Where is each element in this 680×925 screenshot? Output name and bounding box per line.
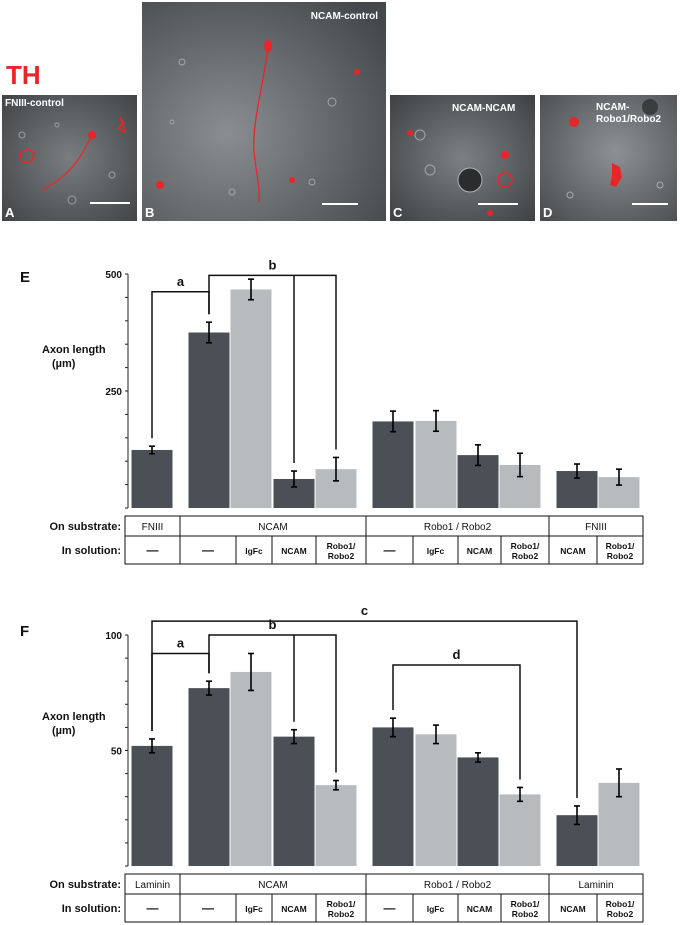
stain-label: TH: [6, 60, 41, 90]
table-row-label-substrate: On substrate:: [49, 879, 121, 891]
panel-a-letter: A: [5, 205, 15, 220]
y-axis-label-unit: (µm): [52, 358, 76, 370]
panel-d-micrograph: NCAM- Robo1/Robo2 D: [540, 95, 677, 221]
y-axis-label: Axon length: [42, 344, 106, 356]
table-solution-cell: —: [202, 543, 214, 557]
panel-c-title: NCAM-NCAM: [452, 103, 516, 114]
condition-table: [124, 873, 644, 923]
panel-a-micrograph: FNIII-control A: [2, 95, 137, 221]
table-solution-cell: Robo1/: [327, 541, 356, 551]
table-substrate-cell: Laminin: [578, 880, 613, 891]
bar: [230, 289, 272, 508]
significance-label: b: [269, 617, 277, 632]
bar: [315, 785, 357, 866]
bar: [230, 671, 272, 866]
table-substrate-cell: Robo1 / Robo2: [424, 522, 492, 533]
table-solution-cell: —: [384, 543, 396, 557]
table-substrate-cell: Laminin: [135, 880, 170, 891]
significance-bracket: [151, 620, 578, 798]
table-solution-cell: Robo2: [512, 909, 539, 919]
panel-a-title: FNIII-control: [5, 98, 64, 109]
table-solution-cell: Robo1/: [606, 899, 635, 909]
y-tick-label: 100: [105, 631, 122, 642]
significance-bracket: [208, 274, 337, 450]
bar: [372, 727, 414, 866]
table-solution-cell: IgFc: [245, 904, 263, 914]
bar: [273, 736, 315, 866]
table-substrate-cell: FNIII: [585, 522, 607, 533]
bar: [188, 688, 230, 866]
table-solution-cell: Robo2: [328, 909, 355, 919]
panel-d-letter: D: [543, 205, 553, 220]
y-tick-label: 50: [111, 747, 123, 758]
table-solution-cell: —: [202, 901, 214, 915]
bar: [131, 449, 173, 508]
significance-label: a: [177, 635, 185, 650]
y-tick-label: 250: [105, 387, 122, 398]
bar: [499, 794, 541, 866]
table-solution-cell: Robo1/: [511, 899, 540, 909]
table-substrate-cell: FNIII: [142, 522, 164, 533]
table-solution-cell: NCAM: [281, 904, 307, 914]
table-solution-cell: NCAM: [467, 904, 493, 914]
table-solution-cell: Robo2: [607, 551, 634, 561]
y-axis-label-unit: (µm): [52, 725, 76, 737]
table-solution-cell: Robo1/: [606, 541, 635, 551]
panel-f-letter: F: [20, 623, 29, 640]
table-solution-cell: Robo1/: [327, 899, 356, 909]
significance-bracket: [392, 664, 521, 780]
panel-b-title: NCAM-control: [310, 11, 378, 22]
significance-label: a: [177, 274, 185, 289]
panel-d-title-line2: Robo1/Robo2: [596, 114, 661, 125]
significance-bracket: [208, 634, 337, 773]
table-solution-cell: NCAM: [560, 546, 586, 556]
table-substrate-cell: NCAM: [258, 880, 287, 891]
significance-label: d: [453, 647, 461, 662]
table-solution-cell: NCAM: [467, 546, 493, 556]
y-tick-label: 500: [105, 270, 122, 281]
table-solution-cell: —: [384, 901, 396, 915]
table-solution-cell: —: [147, 543, 159, 557]
table-solution-cell: NCAM: [281, 546, 307, 556]
table-row-label-solution: In solution:: [62, 903, 121, 915]
table-substrate-cell: NCAM: [258, 522, 287, 533]
table-row-label-solution: In solution:: [62, 545, 121, 557]
panel-c-micrograph: NCAM-NCAM C: [390, 95, 535, 221]
panel-b-letter: B: [145, 205, 155, 220]
bar: [415, 734, 457, 866]
y-axis-label: Axon length: [42, 711, 106, 723]
table-row-label-substrate: On substrate:: [49, 521, 121, 533]
condition-table: [124, 515, 644, 565]
table-solution-cell: Robo2: [328, 551, 355, 561]
panel-e-letter: E: [20, 269, 30, 286]
table-solution-cell: —: [147, 901, 159, 915]
panel-b-micrograph: NCAM-control B: [142, 2, 386, 221]
bar: [415, 420, 457, 508]
table-solution-cell: IgFc: [427, 546, 445, 556]
table-solution-cell: Robo2: [512, 551, 539, 561]
significance-label: b: [269, 257, 277, 272]
significance-label: c: [361, 603, 368, 618]
bar: [457, 757, 499, 866]
bar: [131, 745, 173, 866]
table-solution-cell: IgFc: [427, 904, 445, 914]
panel-c-letter: C: [393, 205, 403, 220]
table-solution-cell: Robo1/: [511, 541, 540, 551]
bar: [188, 332, 230, 508]
table-substrate-cell: Robo1 / Robo2: [424, 880, 492, 891]
table-solution-cell: Robo2: [607, 909, 634, 919]
table-solution-cell: NCAM: [560, 904, 586, 914]
bar: [372, 421, 414, 508]
table-solution-cell: IgFc: [245, 546, 263, 556]
panel-d-title-line1: NCAM-: [596, 102, 630, 113]
